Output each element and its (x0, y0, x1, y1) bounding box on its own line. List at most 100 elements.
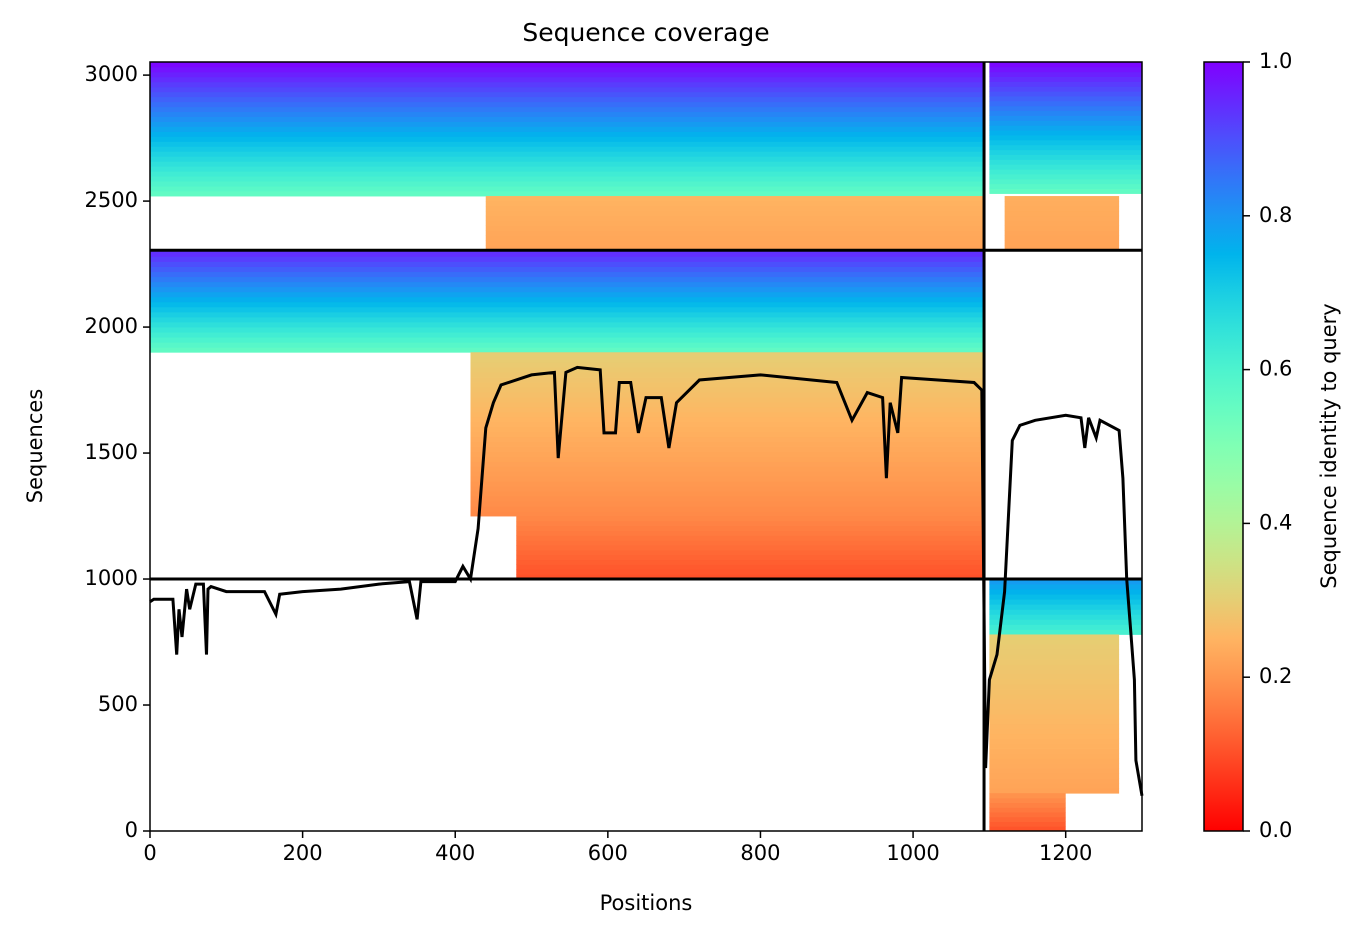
coverage-cell (150, 141, 985, 147)
coverage-cell (989, 684, 1120, 690)
coverage-cell (989, 733, 1120, 740)
coverage-cell (989, 698, 1120, 705)
coverage-cell (150, 316, 985, 323)
coverage-cell (150, 301, 985, 308)
coverage-cell (470, 391, 985, 398)
coverage-cell (485, 215, 985, 222)
coverage-cell (989, 120, 1142, 126)
coverage-cell (989, 100, 1142, 107)
coverage-cell (1004, 235, 1120, 241)
coverage-cell (150, 342, 985, 348)
x-axis-label: Positions (600, 891, 693, 915)
coverage-cell (1004, 215, 1120, 222)
coverage-cell (989, 644, 1120, 650)
coverage-cell (989, 807, 1066, 813)
coverage-cell (470, 382, 985, 388)
coverage-cell (989, 718, 1120, 725)
coverage-cell (150, 131, 985, 137)
coverage-cell (470, 511, 985, 517)
coverage-cell (470, 431, 985, 438)
colorbar-tick-label: 0.2 (1259, 664, 1292, 688)
coverage-cell (989, 629, 1142, 635)
coverage-cell (1004, 230, 1120, 236)
coverage-cell (150, 151, 985, 157)
coverage-cell (150, 126, 985, 132)
coverage-cell (989, 748, 1120, 754)
coverage-cell (989, 619, 1142, 625)
coverage-cell (1004, 240, 1120, 246)
coverage-cell (485, 196, 985, 202)
coverage-cell (470, 436, 985, 442)
coverage-cell (989, 773, 1120, 779)
coverage-cell (470, 441, 985, 447)
coverage-cell (516, 540, 985, 546)
coverage-cell (150, 181, 985, 187)
x-tick-label: 1000 (886, 841, 939, 865)
coverage-cell (1004, 245, 1120, 251)
coverage-cell (989, 589, 1142, 595)
coverage-cell (989, 634, 1120, 640)
coverage-cell (989, 797, 1066, 804)
coverage-cell (989, 76, 1142, 82)
coverage-cell (470, 367, 985, 373)
coverage-cell (150, 322, 985, 328)
coverage-cell (989, 183, 1142, 190)
coverage-cell (150, 106, 985, 113)
coverage-cell (470, 481, 985, 487)
coverage-cell (150, 337, 985, 343)
coverage-cell (989, 703, 1120, 710)
coverage-cell (150, 261, 985, 267)
coverage-cell (150, 166, 985, 172)
coverage-cell (989, 169, 1142, 175)
x-tick-label: 0 (143, 841, 156, 865)
coverage-cell (989, 821, 1066, 827)
coverage-cell (989, 149, 1142, 155)
coverage-cell (150, 101, 985, 108)
coverage-cell (989, 96, 1142, 102)
coverage-cell (989, 604, 1142, 610)
coverage-cell (150, 71, 985, 78)
coverage-cell (150, 86, 985, 93)
coverage-cell (485, 200, 985, 207)
coverage-cell (989, 753, 1120, 759)
coverage-cell (150, 281, 985, 288)
coverage-cell (470, 461, 985, 467)
y-tick-label: 2000 (85, 314, 138, 338)
coverage-cell (470, 396, 985, 403)
coverage-cell (150, 121, 985, 127)
coverage-cell (989, 594, 1142, 600)
coverage-cell (989, 768, 1120, 774)
chart-title: Sequence coverage (522, 18, 769, 47)
coverage-cell (150, 306, 985, 313)
coverage-cell (150, 91, 985, 98)
coverage-cell (989, 71, 1142, 78)
coverage-cell (989, 669, 1120, 675)
colorbar-tick-label: 0.6 (1259, 357, 1292, 381)
coverage-cell (989, 599, 1142, 605)
coverage-cell (989, 723, 1120, 730)
coverage-cell (989, 654, 1120, 660)
coverage-cell (516, 549, 985, 556)
coverage-cell (150, 111, 985, 118)
coverage-cell (470, 377, 985, 383)
coverage-cell (470, 446, 985, 452)
coverage-cell (1004, 225, 1120, 231)
coverage-cell (1004, 220, 1120, 226)
coverage-cell (150, 191, 985, 197)
coverage-cell (150, 136, 985, 142)
coverage-cell (485, 220, 985, 226)
coverage-cell (989, 763, 1120, 769)
coverage-cell (516, 559, 985, 565)
coverage-cell (470, 456, 985, 462)
coverage-cell (989, 674, 1120, 680)
coverage-cell (485, 225, 985, 231)
coverage-cell (150, 62, 985, 68)
colorbar-tick-label: 0.4 (1259, 510, 1292, 534)
plot-area (150, 62, 1142, 832)
coverage-cell (1004, 205, 1120, 212)
coverage-cell (989, 584, 1142, 590)
coverage-cell (516, 545, 985, 551)
coverage-cell (150, 291, 985, 298)
coverage-cell (150, 276, 985, 283)
coverage-cell (150, 286, 985, 293)
